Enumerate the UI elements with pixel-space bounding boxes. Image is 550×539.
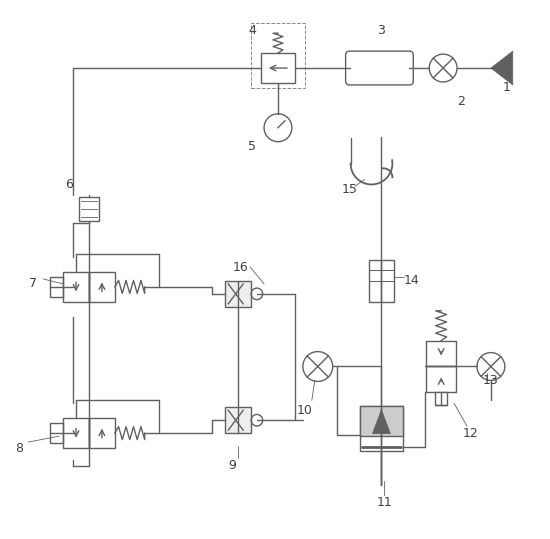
Bar [50,424,63,443]
Text: 14: 14 [403,274,419,287]
Bar [89,272,115,302]
Bar [426,341,456,367]
Text: 16: 16 [232,260,248,273]
Bar [50,277,63,296]
Bar [435,392,447,405]
Bar [89,418,115,448]
Text: 15: 15 [342,183,358,196]
Bar [63,272,89,302]
Text: 11: 11 [377,496,392,509]
Text: 13: 13 [483,374,499,387]
Text: 1: 1 [503,81,511,94]
Text: 3: 3 [377,24,386,37]
Text: 5: 5 [248,140,256,153]
Bar [368,260,394,302]
Bar [261,53,295,83]
Text: 7: 7 [29,278,37,291]
Text: 6: 6 [65,178,73,191]
Bar [226,281,251,307]
Text: 9: 9 [228,459,236,473]
Text: 8: 8 [15,441,23,454]
Bar [79,197,99,221]
Text: 4: 4 [248,24,256,37]
Bar [360,406,403,436]
Text: 2: 2 [457,95,465,108]
Text: 12: 12 [463,427,479,440]
Bar [426,367,456,392]
Bar [63,418,89,448]
Bar [360,406,403,451]
Bar [251,23,305,88]
Text: 10: 10 [297,404,313,417]
Polygon shape [372,410,390,434]
Bar [226,407,251,433]
Polygon shape [491,51,513,85]
